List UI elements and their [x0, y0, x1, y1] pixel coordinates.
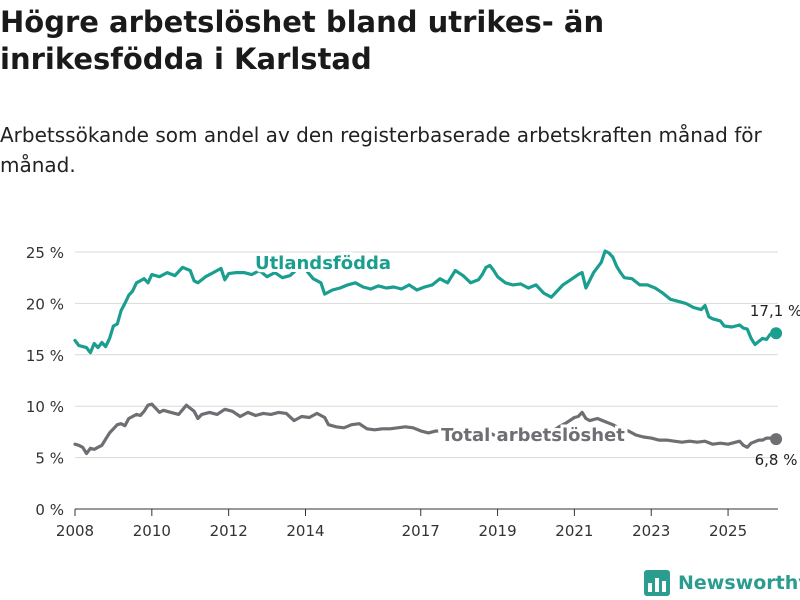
- line-chart: 0 %5 %10 %15 %20 %25 % 2008 2010 2012 2014 2…: [26, 244, 800, 540]
- chart-subtitle: Arbetssökande som andel av den registerb…: [0, 123, 762, 177]
- y-tick-label: 5 %: [35, 450, 64, 468]
- series-end-point-0: [770, 327, 783, 340]
- y-tick-label: 0 %: [35, 501, 64, 519]
- x-tick-label: 2019: [478, 522, 516, 540]
- y-tick-label: 15 %: [26, 347, 64, 365]
- series-line-1: [73, 402, 778, 456]
- chart-title: Högre arbetslöshet bland utrikes- än inr…: [0, 5, 605, 76]
- bar-chart-logo-icon: [644, 570, 670, 596]
- brand-name: Newsworthy: [678, 572, 800, 594]
- x-tick-label: 2012: [210, 522, 248, 540]
- end-value-label: 6,8 %: [755, 451, 798, 469]
- series-lines: [73, 249, 783, 456]
- y-axis-ticks: 0 % 5 % 10 % 15 % 20 % 25 %: [26, 244, 64, 519]
- x-tick-label: 2008: [56, 522, 94, 540]
- x-axis: 2008 2010 2012 2014 2017 2019 2021 2023 2025: [56, 508, 778, 540]
- x-tick-label: 2017: [402, 522, 440, 540]
- end-value-label: 17,1 %: [750, 302, 800, 320]
- x-tick-label: 2025: [709, 522, 747, 540]
- y-tick-label: 10 %: [26, 398, 64, 416]
- series-line-0: [73, 249, 778, 355]
- series-name-label: Utlandsfödda: [255, 253, 391, 274]
- x-tick-label: 2010: [133, 522, 171, 540]
- x-tick-label: 2014: [286, 522, 324, 540]
- gridlines: [75, 251, 778, 459]
- series-name-label: Total arbetslöshet: [441, 425, 625, 446]
- y-tick-label: 25 %: [26, 244, 64, 262]
- newsworthy-logo: Newsworthy: [644, 568, 800, 598]
- x-tick-label: 2021: [555, 522, 593, 540]
- series-labels: Utlandsfödda Total arbetslöshet 17,1 % 6,8 …: [252, 250, 800, 469]
- x-tick-label: 2023: [632, 522, 670, 540]
- series-end-point-1: [770, 433, 783, 446]
- y-tick-label: 20 %: [26, 295, 64, 313]
